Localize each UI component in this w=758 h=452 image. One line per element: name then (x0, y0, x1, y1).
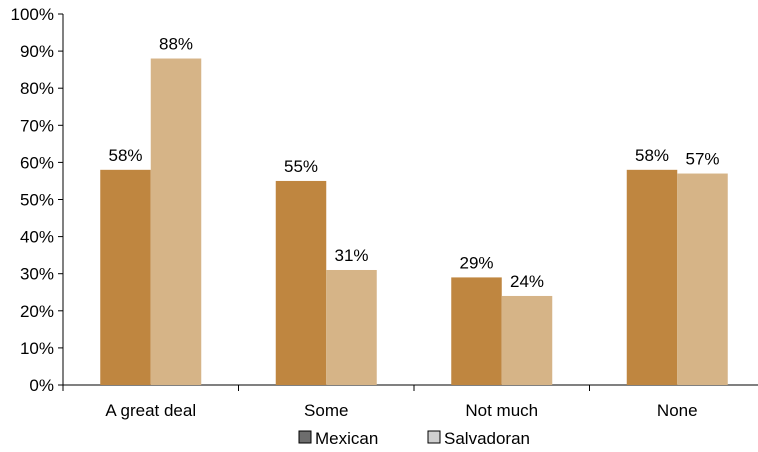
y-tick-label: 10% (20, 339, 54, 358)
plot-area: 0% 10% 20% 30% 40% 50% 60% 70% 80% 90% 100% 58% 88% A… (11, 5, 758, 420)
data-label: 88% (159, 35, 193, 54)
bar-mexican-some (275, 180, 327, 385)
legend-swatch-mexican (298, 430, 312, 444)
data-label: 57% (685, 150, 719, 169)
data-label: 58% (108, 146, 142, 165)
bar-salvadoran-a-great-deal (150, 58, 202, 386)
y-tick-label: 50% (20, 191, 54, 210)
bar-salvadoran-not-much (501, 295, 553, 385)
data-label: 24% (510, 272, 544, 291)
y-tick-label: 90% (20, 42, 54, 61)
y-tick-label: 20% (20, 302, 54, 321)
legend-label-salvadoran: Salvadoran (444, 429, 530, 448)
bar-mexican-none (626, 169, 678, 385)
bar-mexican-not-much (451, 277, 502, 385)
y-tick-label: 60% (20, 153, 54, 172)
x-category-label: A great deal (105, 401, 196, 420)
bar-mexican-a-great-deal (100, 169, 151, 385)
legend: Mexican Salvadoran (298, 429, 530, 448)
bar-salvadoran-some (326, 269, 377, 385)
x-category-label: None (657, 401, 698, 420)
x-category-label: Some (304, 401, 348, 420)
data-label: 29% (459, 253, 493, 272)
y-tick-label: 40% (20, 228, 54, 247)
y-tick-label: 100% (11, 5, 54, 24)
legend-swatch-salvadoran (427, 430, 441, 444)
data-label: 55% (284, 157, 318, 176)
legend-label-mexican: Mexican (315, 429, 378, 448)
y-tick-label: 0% (29, 376, 54, 395)
y-tick-label: 70% (20, 116, 54, 135)
x-category-label: Not much (465, 401, 538, 420)
data-label: 31% (334, 246, 368, 265)
data-label: 58% (635, 146, 669, 165)
y-tick-label: 30% (20, 265, 54, 284)
bar-salvadoran-none (677, 173, 728, 385)
y-tick-label: 80% (20, 79, 54, 98)
